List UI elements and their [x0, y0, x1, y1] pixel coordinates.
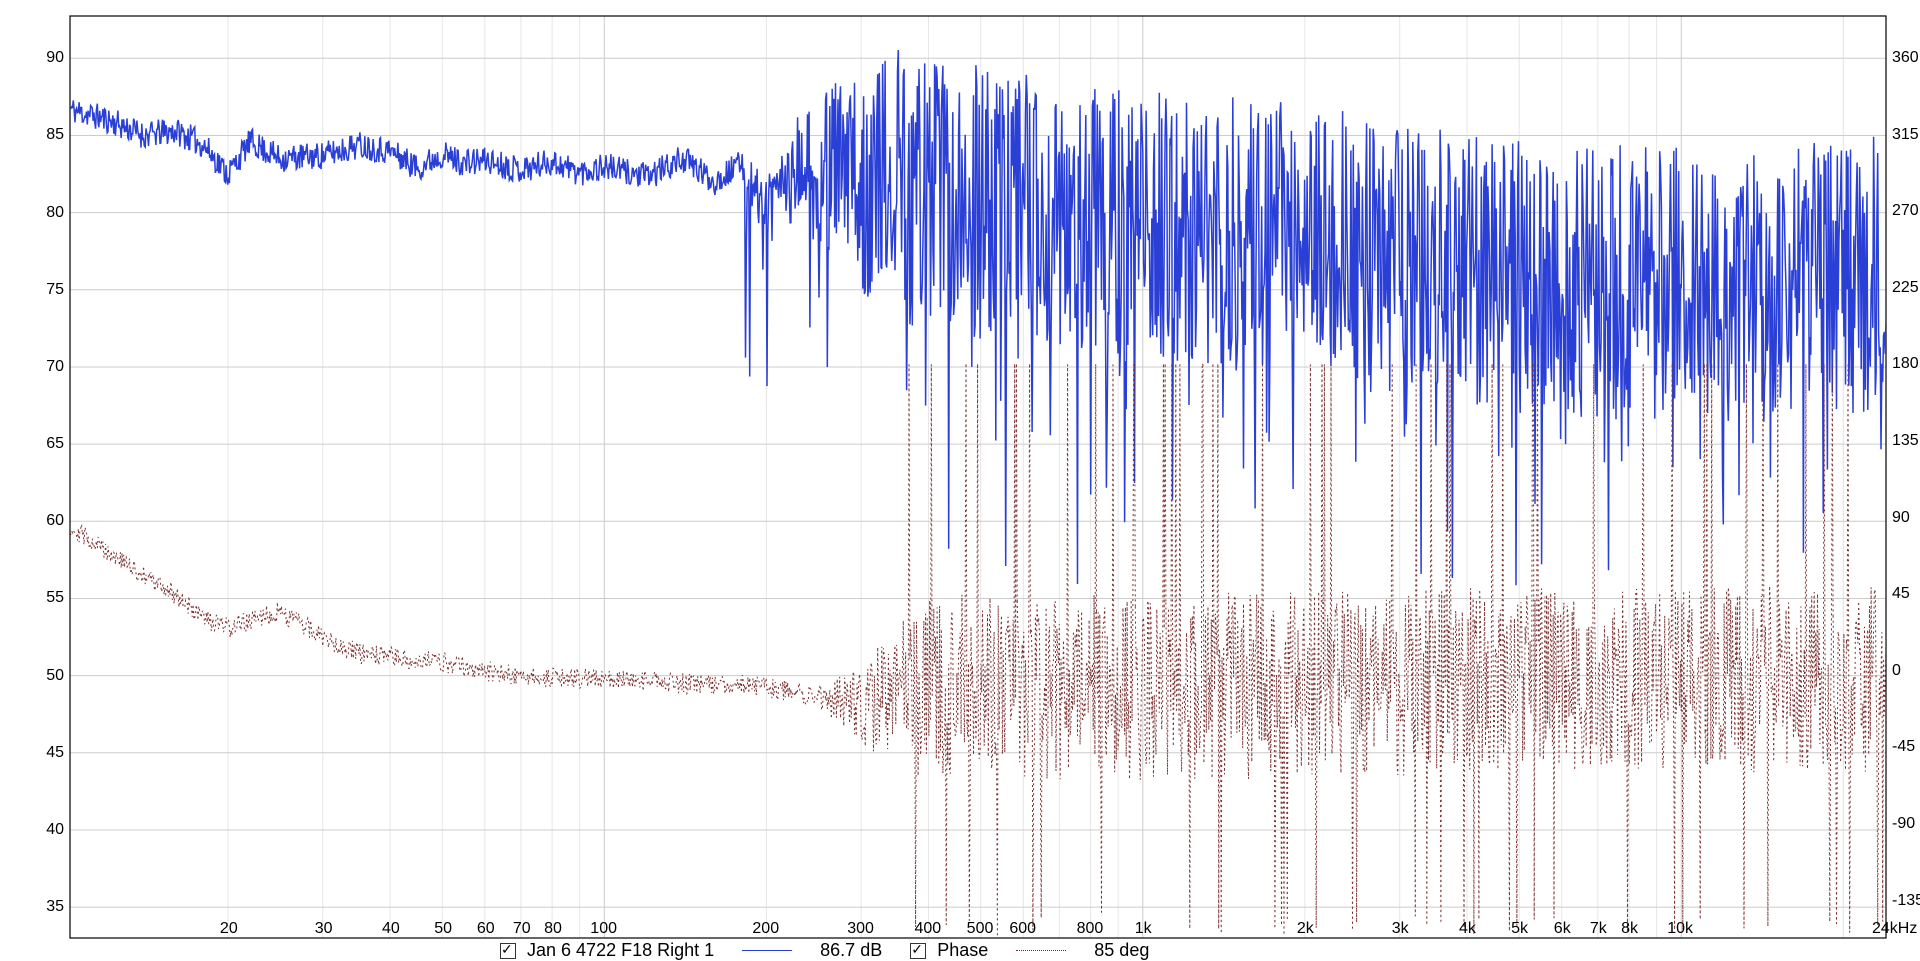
y-left-tick: 40: [46, 821, 64, 839]
x-tick: 2k: [1297, 920, 1314, 938]
y-right-tick: 225: [1892, 279, 1919, 297]
y-left-tick: 80: [46, 204, 64, 222]
legend-spl-value: 86.7 dB: [820, 940, 882, 961]
y-left-tick: 65: [46, 435, 64, 453]
y-left-tick: 55: [46, 589, 64, 607]
y-left-tick: 60: [46, 512, 64, 530]
y-right-tick: 180: [1892, 355, 1919, 373]
y-right-tick: 135: [1892, 432, 1919, 450]
y-left-tick: 70: [46, 358, 64, 376]
x-tick: 24kHz: [1872, 920, 1917, 938]
x-tick: 50: [434, 920, 452, 938]
y-right-tick: 90: [1892, 509, 1910, 527]
legend-phase-value: 85 deg: [1094, 940, 1149, 961]
x-tick: 800: [1077, 920, 1104, 938]
y-right-tick: -135: [1892, 892, 1920, 910]
checkbox-icon: [910, 943, 926, 959]
x-tick: 30: [315, 920, 333, 938]
chart-plot: [0, 0, 1920, 961]
x-tick: 1k: [1135, 920, 1152, 938]
y-right-tick: -90: [1892, 815, 1915, 833]
x-tick: 5k: [1511, 920, 1528, 938]
y-right-tick: 315: [1892, 126, 1919, 144]
y-left-tick: 45: [46, 744, 64, 762]
x-tick: 80: [544, 920, 562, 938]
x-tick: 300: [847, 920, 874, 938]
y-left-tick: 35: [46, 898, 64, 916]
x-tick: 600: [1009, 920, 1036, 938]
y-right-tick: 0: [1892, 662, 1901, 680]
x-tick: 6k: [1554, 920, 1571, 938]
x-tick: 400: [915, 920, 942, 938]
y-left-tick: 85: [46, 126, 64, 144]
checkbox-icon: [500, 943, 516, 959]
chart-legend: Jan 6 4722 F18 Right 1 86.7 dB Phase 85 …: [500, 940, 1149, 961]
x-tick: 4k: [1459, 920, 1476, 938]
x-tick: 20: [220, 920, 238, 938]
legend-spl-line-sample: [742, 950, 792, 951]
y-right-tick: 270: [1892, 202, 1919, 220]
y-left-tick: 75: [46, 281, 64, 299]
x-tick: 3k: [1392, 920, 1409, 938]
x-tick: 40: [382, 920, 400, 938]
x-tick: 8k: [1621, 920, 1638, 938]
legend-phase-name: Phase: [937, 940, 988, 960]
legend-spl-name: Jan 6 4722 F18 Right 1: [527, 940, 714, 960]
x-tick: 70: [513, 920, 531, 938]
y-right-tick: 45: [1892, 585, 1910, 603]
y-left-tick: 90: [46, 49, 64, 67]
x-tick: 7k: [1590, 920, 1607, 938]
y-right-tick: 360: [1892, 49, 1919, 67]
x-tick: 200: [752, 920, 779, 938]
x-tick: 500: [967, 920, 994, 938]
y-left-tick: 50: [46, 667, 64, 685]
legend-phase-item[interactable]: Phase: [910, 940, 988, 961]
legend-spl-item[interactable]: Jan 6 4722 F18 Right 1: [500, 940, 714, 961]
x-tick: 60: [477, 920, 495, 938]
x-tick: 100: [590, 920, 617, 938]
x-tick: 10k: [1667, 920, 1693, 938]
legend-phase-line-sample: [1016, 950, 1066, 951]
y-right-tick: -45: [1892, 738, 1915, 756]
